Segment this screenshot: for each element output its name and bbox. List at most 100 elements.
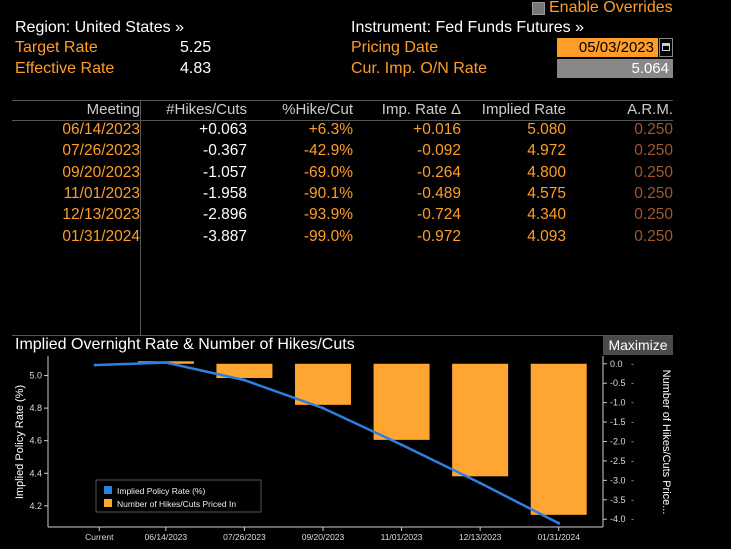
left-tick-label: 4.6 xyxy=(29,436,42,446)
legend-swatch-line xyxy=(104,486,112,494)
right-tick-label: -0.5 xyxy=(610,378,626,388)
target-rate-label: Target Rate xyxy=(15,39,98,56)
cell-delta: -0.724 xyxy=(417,206,461,224)
cell-implied: 4.800 xyxy=(527,163,566,181)
cell-delta: -0.489 xyxy=(417,184,461,202)
cell-hikes: -3.887 xyxy=(203,227,247,245)
hikes-bar xyxy=(216,363,273,379)
pricing-date-input[interactable]: 05/03/2023 xyxy=(557,38,658,57)
legend-box xyxy=(95,479,262,513)
legend-label-line: Implied Policy Rate (%) xyxy=(117,486,206,496)
enable-overrides-checkbox[interactable] xyxy=(532,2,545,15)
cell-hikes: -0.367 xyxy=(203,142,247,160)
x-tick-label: 01/31/2024 xyxy=(537,532,580,542)
cell-implied: 4.340 xyxy=(527,206,566,224)
implied-rate-point xyxy=(400,443,404,447)
cell-hikes: -1.057 xyxy=(203,163,247,181)
right-tick-marker: - xyxy=(631,359,634,369)
table-column-divider xyxy=(140,100,141,336)
right-tick-marker: - xyxy=(631,495,634,505)
implied-rate-point xyxy=(93,363,97,367)
pricing-date-label: Pricing Date xyxy=(351,39,439,56)
right-tick-label: -2.5 xyxy=(610,456,626,466)
hikes-bar xyxy=(295,363,351,405)
cell-delta: -0.092 xyxy=(417,142,461,160)
cell-hikes: -1.958 xyxy=(203,184,247,202)
cell-meeting: 07/26/2023 xyxy=(62,142,140,160)
cell-meeting: 09/20/2023 xyxy=(62,163,140,181)
x-tick-label: 06/14/2023 xyxy=(145,532,188,542)
right-tick-label: 0.0 xyxy=(610,359,623,369)
left-tick-label: 4.4 xyxy=(29,468,42,478)
cell-meeting: 12/13/2023 xyxy=(62,206,140,224)
col-header-pct[interactable]: %Hike/Cut xyxy=(282,101,353,118)
legend-label-bar: Number of Hikes/Cuts Priced In xyxy=(117,499,236,509)
right-tick-label: -3.5 xyxy=(610,495,626,505)
cur-imp-rate-label: Cur. Imp. O/N Rate xyxy=(351,60,488,77)
right-tick-label: -1.0 xyxy=(610,398,626,408)
right-tick-label: -2.0 xyxy=(610,437,626,447)
right-tick-label: -1.5 xyxy=(610,417,626,427)
maximize-button[interactable]: Maximize xyxy=(603,336,673,355)
x-tick-label: 11/01/2023 xyxy=(381,532,423,542)
cell-delta: -0.264 xyxy=(417,163,461,181)
calendar-icon xyxy=(662,43,670,51)
region-selector[interactable]: Region: United States » xyxy=(15,19,184,36)
enable-overrides-label[interactable]: Enable Overrides xyxy=(549,0,673,16)
implied-rate-point xyxy=(557,521,561,525)
col-header-hikes[interactable]: #Hikes/Cuts xyxy=(166,101,247,118)
legend-swatch-bar xyxy=(104,499,112,507)
right-tick-marker: - xyxy=(631,456,634,466)
right-tick-marker: - xyxy=(631,417,634,427)
col-header-arm[interactable]: A.R.M. xyxy=(627,101,673,118)
cell-hikes: +0.063 xyxy=(199,121,247,138)
cur-imp-rate-input[interactable]: 5.064 xyxy=(557,59,673,78)
implied-rate-point xyxy=(242,378,246,382)
left-axis-title: Implied Policy Rate (%) xyxy=(14,385,26,499)
right-tick-label: -3.0 xyxy=(610,475,626,485)
cell-meeting: 06/14/2023 xyxy=(62,121,140,138)
col-header-delta[interactable]: Imp. Rate Δ xyxy=(381,101,461,118)
right-tick-marker: - xyxy=(631,514,634,524)
instrument-selector[interactable]: Instrument: Fed Funds Futures » xyxy=(351,19,584,36)
left-tick-label: 4.2 xyxy=(29,501,42,511)
cell-arm: 0.250 xyxy=(634,142,673,160)
table-header-divider xyxy=(12,120,673,121)
implied-rate-point xyxy=(321,406,325,410)
effective-rate-value: 4.83 xyxy=(180,60,212,77)
x-tick-label: 09/20/2023 xyxy=(302,532,345,542)
cell-arm: 0.250 xyxy=(634,163,673,181)
cell-pct: -90.1% xyxy=(303,184,353,202)
cell-meeting: 01/31/2024 xyxy=(62,227,140,245)
effective-rate-label: Effective Rate xyxy=(15,60,115,77)
cell-implied: 4.093 xyxy=(527,227,566,245)
x-tick-label: Current xyxy=(85,532,114,542)
cell-delta: +0.016 xyxy=(413,121,461,138)
table-top-divider xyxy=(12,100,673,101)
hikes-bar xyxy=(452,363,509,477)
cell-implied: 4.972 xyxy=(527,142,566,160)
cell-pct: -99.0% xyxy=(303,227,353,245)
cell-pct: -42.9% xyxy=(303,142,353,160)
target-rate-value: 5.25 xyxy=(180,39,212,56)
col-header-meeting[interactable]: Meeting xyxy=(86,101,140,118)
right-tick-marker: - xyxy=(631,437,634,447)
cell-arm: 0.250 xyxy=(634,184,673,202)
cell-arm: 0.250 xyxy=(634,206,673,224)
implied-rate-point xyxy=(478,481,482,485)
left-tick-label: 5.0 xyxy=(29,371,42,381)
hikes-bar xyxy=(530,363,587,515)
calendar-button[interactable] xyxy=(659,38,673,57)
cell-arm: 0.250 xyxy=(634,227,673,245)
x-tick-label: 12/13/2023 xyxy=(459,532,502,542)
right-axis-title: Number of Hikes/Cuts Price... xyxy=(660,370,672,515)
cell-implied: 5.080 xyxy=(527,121,566,138)
cell-meeting: 11/01/2023 xyxy=(63,184,140,202)
col-header-implied[interactable]: Implied Rate xyxy=(481,101,566,118)
left-tick-label: 4.8 xyxy=(29,403,42,413)
x-tick-label: 07/26/2023 xyxy=(223,532,266,542)
cell-implied: 4.575 xyxy=(527,184,566,202)
cell-pct: -69.0% xyxy=(303,163,353,181)
right-tick-marker: - xyxy=(631,475,634,485)
